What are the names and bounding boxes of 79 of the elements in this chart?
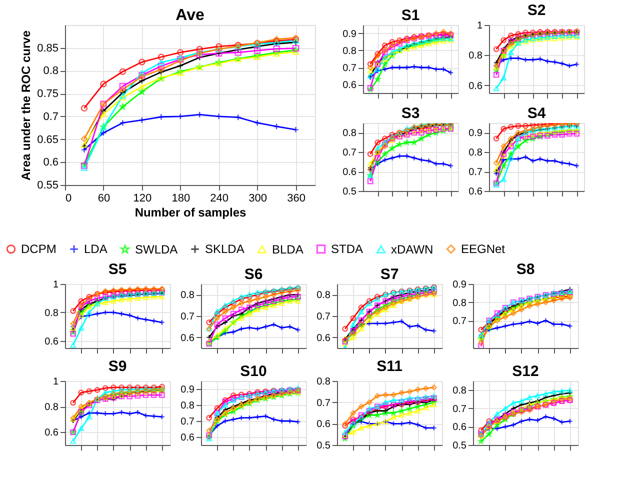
y-tick-label: 0.5 xyxy=(316,440,331,452)
x-tick-label: 180 xyxy=(172,192,190,204)
x-tick-label: 240 xyxy=(210,192,229,204)
y-tick-label: 0.6 xyxy=(43,156,58,169)
y-tick-label: 0.9 xyxy=(452,280,467,290)
y-tick-label: 0.7 xyxy=(43,110,58,123)
legend-label: STDA xyxy=(331,242,364,256)
chart-title: S2 xyxy=(527,2,546,19)
y-tick-label: 0.8 xyxy=(180,290,195,302)
y-tick-label: 0.7 xyxy=(316,398,331,409)
chart-title: S11 xyxy=(376,358,402,375)
x-tick-label: 300 xyxy=(248,192,267,204)
y-tick-label: 1 xyxy=(52,376,59,388)
y-tick-label: 0.8 xyxy=(43,65,58,78)
legend-label: xDAWN xyxy=(391,242,434,256)
legend-label: DCPM xyxy=(21,242,56,256)
y-axis-title: Area under the ROC curve xyxy=(19,30,34,181)
chart-title: S1 xyxy=(401,7,420,24)
y-tick-label: 0.9 xyxy=(468,128,483,140)
x-tick-label: 60 xyxy=(98,192,110,204)
y-tick-label: 0.6 xyxy=(316,332,331,344)
y-tick-label: 0.8 xyxy=(316,290,331,302)
chart-title: S3 xyxy=(401,105,420,122)
y-tick-label: 0.6 xyxy=(44,428,59,439)
legend-label: SWLDA xyxy=(135,242,178,256)
y-tick-label: 0.8 xyxy=(468,148,483,159)
y-tick-label: 0.7 xyxy=(452,316,467,328)
y-tick-label: 0.7 xyxy=(452,404,467,415)
y-tick-label: 0.7 xyxy=(468,167,483,178)
y-tick-label: 0.8 xyxy=(452,386,467,397)
y-tick-label: 0.85 xyxy=(37,42,58,54)
y-tick-label: 0.5 xyxy=(342,186,357,198)
chart-title: S4 xyxy=(527,105,546,122)
chart-title: S6 xyxy=(244,266,263,283)
y-tick-label: 0.9 xyxy=(342,29,357,40)
y-tick-label: 0.6 xyxy=(342,80,357,91)
y-tick-label: 0.7 xyxy=(180,416,195,428)
legend-label: LDA xyxy=(84,242,108,256)
chart-title: S7 xyxy=(380,266,399,283)
y-tick-label: 0.9 xyxy=(180,384,195,396)
y-tick-label: 0.6 xyxy=(468,80,483,92)
x-axis-title: Number of samples xyxy=(134,206,246,220)
chart-title: S9 xyxy=(108,358,127,375)
y-tick-label: 0.6 xyxy=(452,422,467,434)
y-tick-label: 1 xyxy=(52,280,59,290)
chart-title: S12 xyxy=(512,363,539,380)
y-tick-label: 0.5 xyxy=(452,440,467,452)
y-tick-label: 0.6 xyxy=(180,332,195,344)
chart-title: S8 xyxy=(516,261,535,278)
chart-title: S5 xyxy=(108,261,127,278)
y-tick-label: 0.6 xyxy=(44,336,59,348)
y-tick-label: 0.8 xyxy=(342,46,357,57)
legend-label: EEGNet xyxy=(461,242,506,256)
y-tick-label: 0.7 xyxy=(180,312,195,322)
y-tick-label: 0.6 xyxy=(316,419,331,430)
chart-title: S10 xyxy=(240,363,267,380)
y-tick-label: 0.8 xyxy=(44,402,59,414)
y-tick-label: 0.7 xyxy=(316,312,331,322)
y-tick-label: 0.6 xyxy=(180,432,195,444)
y-tick-label: 0.6 xyxy=(342,167,357,178)
y-tick-label: 0.8 xyxy=(452,298,467,309)
y-tick-label: 0.7 xyxy=(342,63,357,74)
x-tick-label: 120 xyxy=(133,192,152,204)
legend-label: BLDA xyxy=(272,242,304,256)
y-tick-label: 0.8 xyxy=(180,400,195,412)
legend-label: SKLDA xyxy=(205,242,244,256)
y-tick-label: 0.75 xyxy=(37,88,58,100)
chart-title: Ave xyxy=(176,7,204,24)
y-tick-label: 0.8 xyxy=(316,376,331,388)
x-tick-label: 360 xyxy=(287,192,306,204)
y-tick-label: 0.8 xyxy=(44,308,59,319)
y-tick-label: 0.6 xyxy=(468,186,483,198)
y-tick-label: 1 xyxy=(476,20,483,32)
y-tick-label: 0.8 xyxy=(342,128,357,140)
y-tick-label: 0.65 xyxy=(37,134,58,146)
x-tick-label: 0 xyxy=(66,192,72,204)
y-tick-label: 0.8 xyxy=(468,50,483,62)
y-tick-label: 0.7 xyxy=(342,148,357,159)
y-tick-label: 0.55 xyxy=(37,180,58,192)
